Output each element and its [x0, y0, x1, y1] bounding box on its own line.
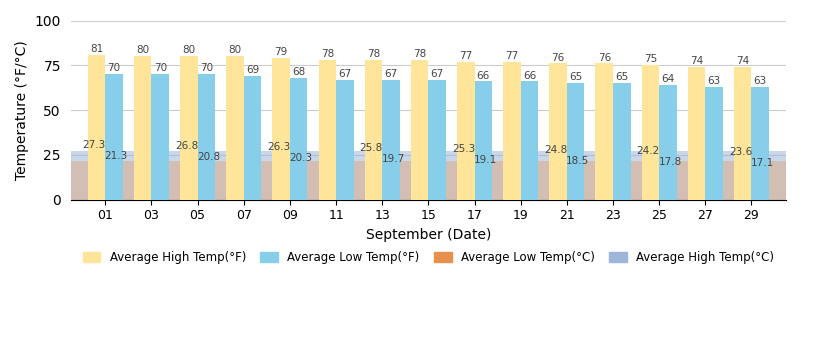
Y-axis label: Temperature (°F/°C): Temperature (°F/°C) [15, 40, 29, 180]
Text: 67: 67 [431, 69, 444, 79]
Text: 24.2: 24.2 [637, 146, 660, 156]
Text: 63: 63 [754, 76, 767, 86]
Text: 26.3: 26.3 [267, 142, 290, 152]
Bar [706, 87, 723, 199]
Text: 20.3: 20.3 [290, 153, 313, 163]
Text: 78: 78 [320, 49, 334, 59]
X-axis label: September (Date): September (Date) [366, 228, 491, 242]
Text: 66: 66 [476, 71, 490, 80]
Bar [751, 87, 769, 199]
Bar [151, 74, 169, 199]
Bar [272, 58, 290, 199]
Text: 17.1: 17.1 [751, 159, 774, 168]
Bar [734, 67, 751, 199]
Bar [549, 63, 567, 199]
Text: 74: 74 [690, 56, 703, 66]
Text: 26.8: 26.8 [175, 141, 198, 151]
Bar [319, 60, 336, 199]
Text: 81: 81 [90, 44, 103, 54]
Bar [290, 78, 307, 199]
Text: 67: 67 [338, 69, 351, 79]
Bar [457, 62, 475, 199]
Text: 80: 80 [136, 45, 149, 55]
Text: 76: 76 [551, 52, 564, 63]
Text: 17.8: 17.8 [659, 157, 682, 167]
Text: 78: 78 [413, 49, 427, 59]
Text: 20.8: 20.8 [197, 152, 220, 162]
Bar [364, 60, 383, 199]
Text: 77: 77 [505, 51, 519, 61]
Text: 66: 66 [523, 71, 536, 80]
Text: 68: 68 [292, 67, 305, 77]
Text: 63: 63 [707, 76, 720, 86]
Bar [88, 55, 105, 199]
Text: 25.3: 25.3 [452, 144, 475, 154]
Text: 70: 70 [200, 63, 213, 73]
Text: 19.1: 19.1 [474, 155, 497, 165]
Text: 79: 79 [275, 47, 288, 57]
Bar [71, 151, 786, 199]
Text: 70: 70 [154, 63, 167, 73]
Text: 18.5: 18.5 [566, 156, 589, 166]
Bar [642, 65, 659, 199]
Bar [244, 76, 261, 199]
Text: 19.7: 19.7 [382, 154, 405, 164]
Text: 69: 69 [246, 65, 259, 75]
Bar [428, 80, 446, 199]
Legend: Average High Temp(°F), Average Low Temp(°F), Average Low Temp(°C), Average High : Average High Temp(°F), Average Low Temp(… [78, 247, 779, 269]
Bar [134, 56, 151, 199]
Text: 21.3: 21.3 [105, 151, 128, 161]
Bar [71, 161, 786, 199]
Bar [613, 83, 631, 199]
Text: 70: 70 [107, 63, 120, 73]
Text: 78: 78 [367, 49, 380, 59]
Text: 23.6: 23.6 [729, 147, 752, 157]
Text: 67: 67 [384, 69, 398, 79]
Bar [383, 80, 400, 199]
Text: 80: 80 [183, 45, 195, 55]
Bar [567, 83, 584, 199]
Text: 24.8: 24.8 [544, 145, 568, 155]
Text: 65: 65 [615, 72, 628, 82]
Bar [198, 74, 215, 199]
Bar [688, 67, 706, 199]
Bar [105, 74, 123, 199]
Bar [659, 85, 676, 199]
Text: 75: 75 [644, 54, 657, 64]
Text: 80: 80 [228, 45, 242, 55]
Text: 27.3: 27.3 [82, 140, 105, 150]
Bar [227, 56, 244, 199]
Text: 74: 74 [736, 56, 749, 66]
Bar [475, 81, 492, 199]
Text: 65: 65 [569, 72, 582, 82]
Bar [595, 63, 613, 199]
Text: 77: 77 [459, 51, 472, 61]
Bar [411, 60, 428, 199]
Bar [336, 80, 354, 199]
Text: 76: 76 [598, 52, 611, 63]
Bar [503, 62, 520, 199]
Bar [180, 56, 198, 199]
Text: 25.8: 25.8 [359, 143, 383, 153]
Bar [520, 81, 538, 199]
Text: 64: 64 [662, 74, 675, 84]
